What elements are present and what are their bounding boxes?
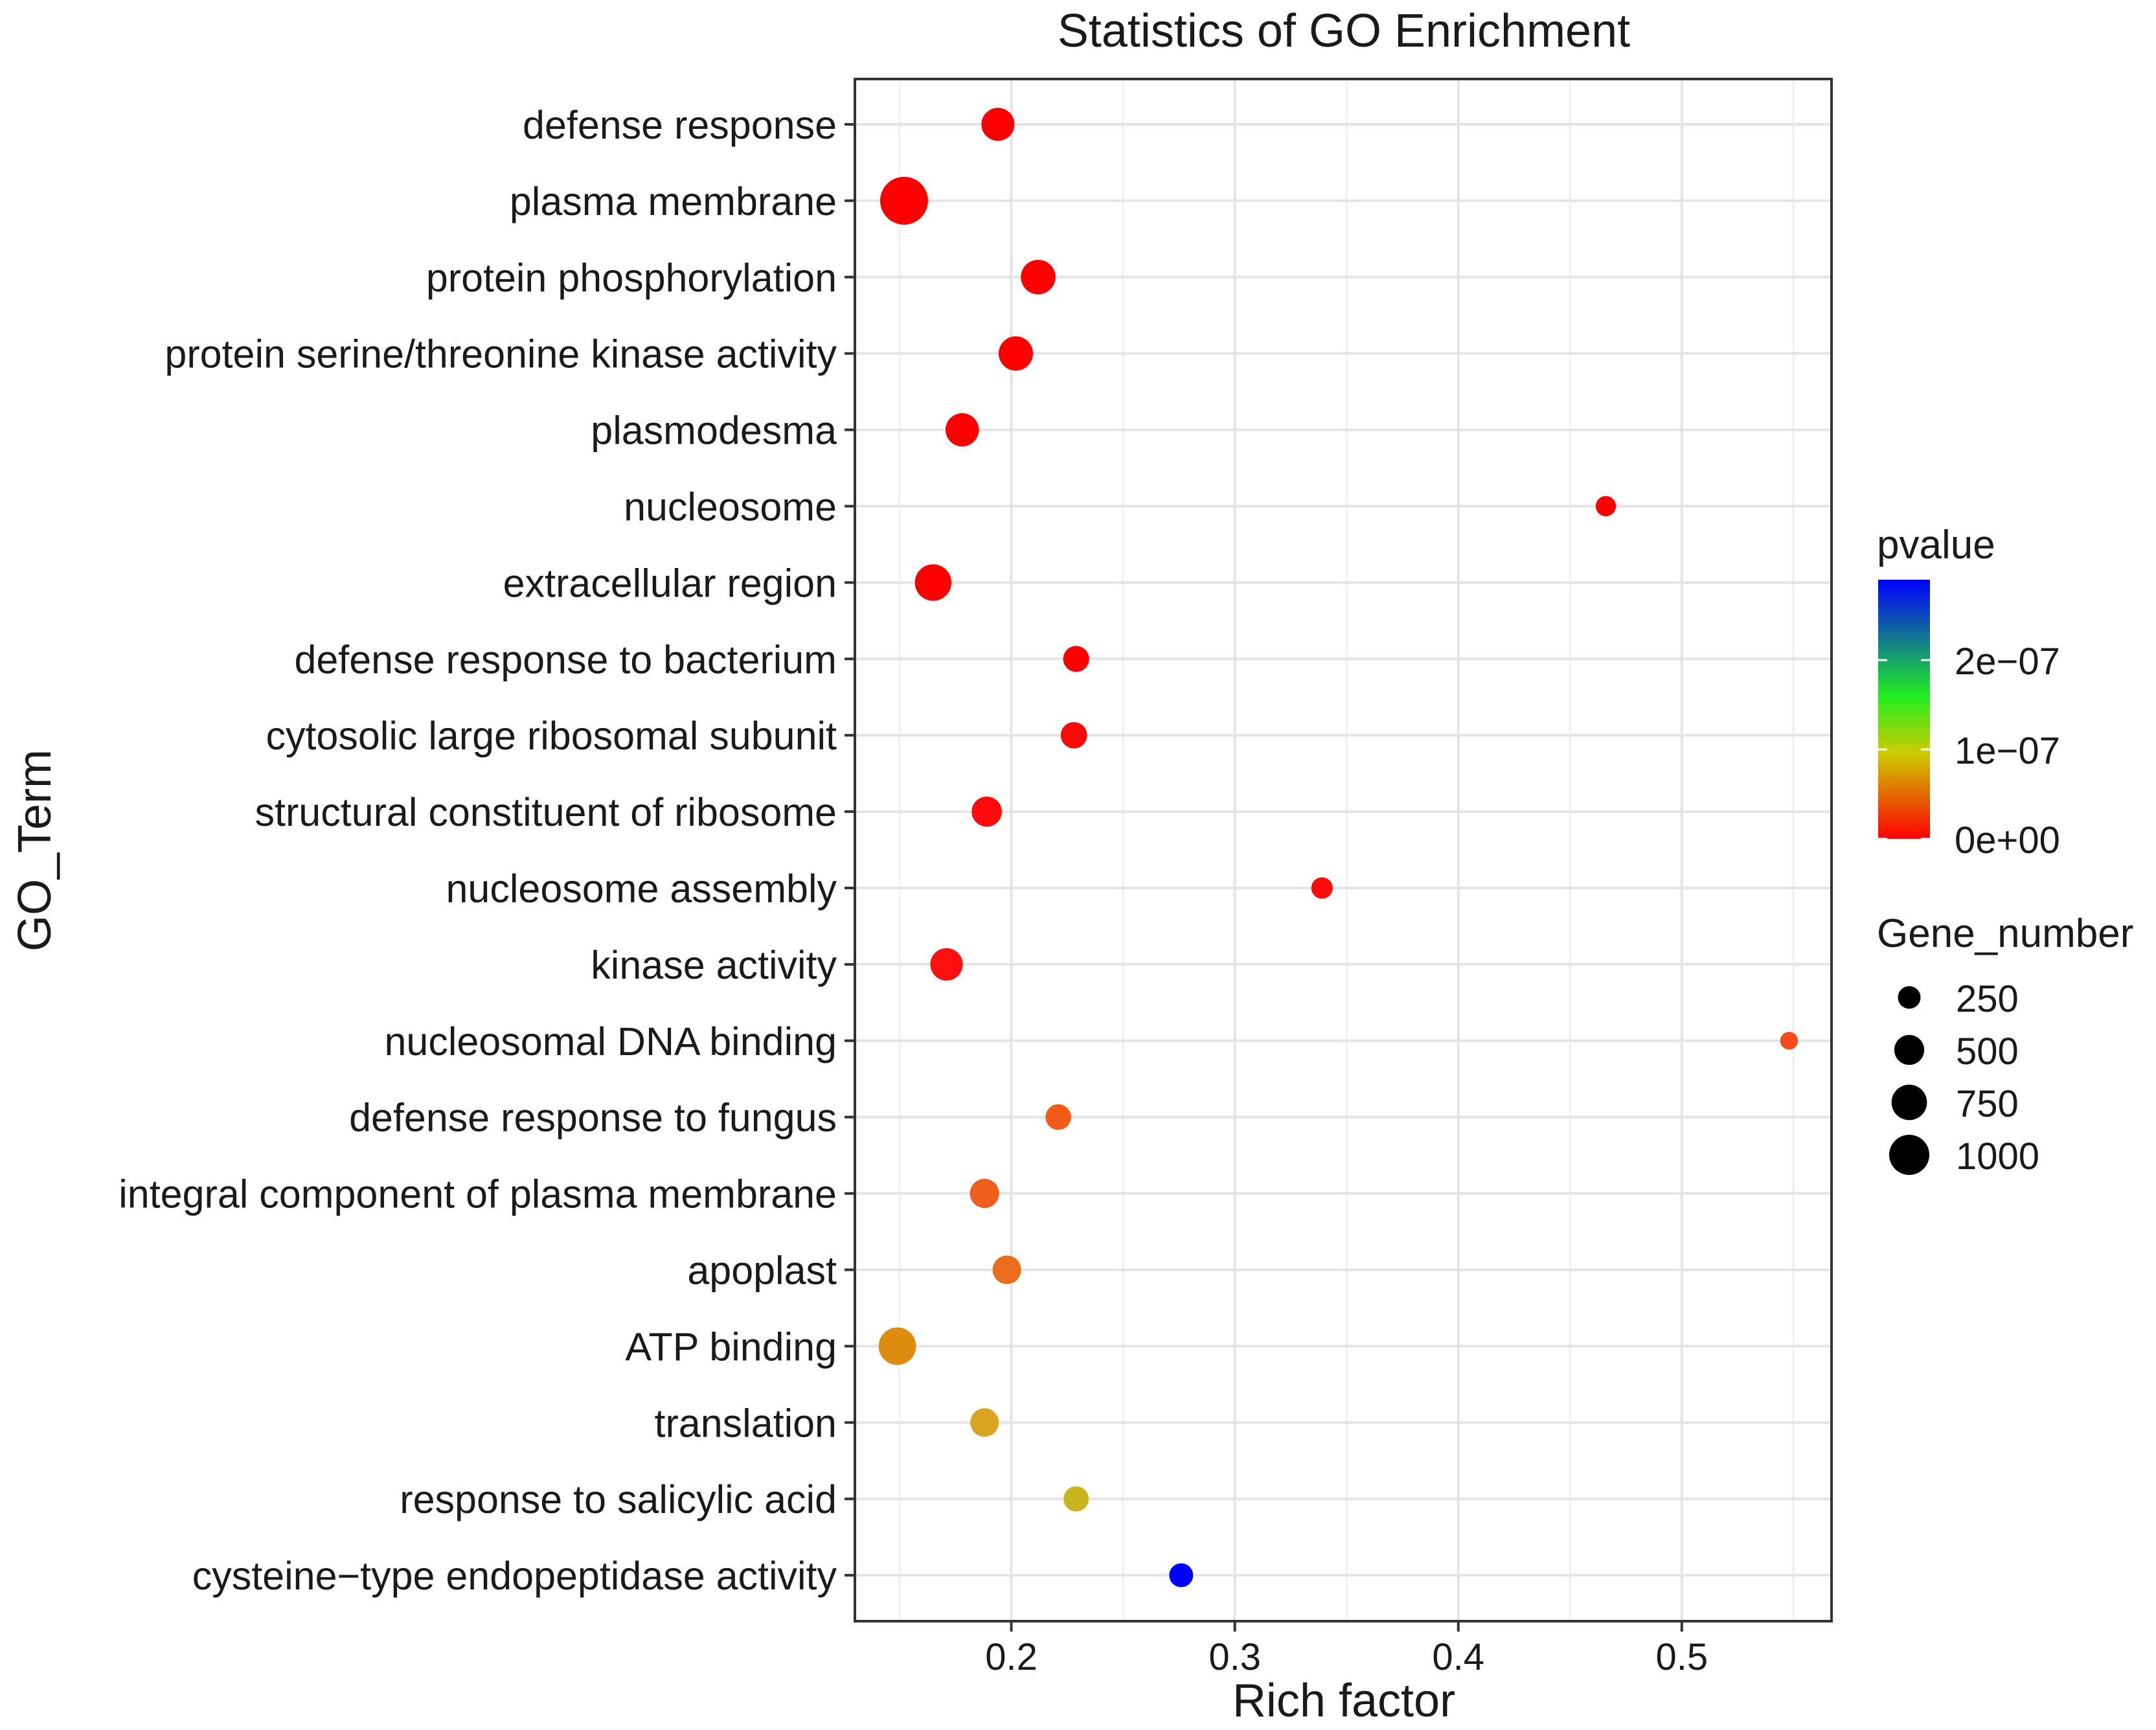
x-axis-title: Rich factor [1232,1675,1455,1727]
data-point [970,1408,999,1437]
pvalue-legend: pvalue 0e+00 1e−07 2e−07 [1877,523,2060,861]
y-tick-label: protein serine/threonine kinase activity [165,332,837,376]
pvalue-legend-title: pvalue [1877,523,1995,567]
data-point [1021,260,1056,295]
y-tick-label: defense response [523,103,837,147]
y-tick-label: protein phosphorylation [426,256,837,300]
y-tick-label: kinase activity [591,943,837,987]
y-tick-label: nucleosome assembly [446,867,837,911]
size-key-dot [1898,986,1921,1009]
y-tick-label: plasmodesma [591,409,837,453]
data-point [878,1327,916,1365]
data-point [1063,646,1089,672]
y-tick-label: response to salicylic acid [400,1477,837,1521]
data-point [998,336,1033,371]
y-tick-label: integral component of plasma membrane [119,1172,837,1216]
y-tick-label: apoplast [687,1249,837,1293]
data-point [992,1255,1021,1284]
data-point [1780,1032,1799,1050]
size-key-dot [1891,1084,1927,1121]
data-point [914,564,951,601]
y-tick-label: defense response to bacterium [294,637,837,681]
y-tick-label: cytosolic large ribosomal subunit [266,714,837,758]
size-key-dot [1889,1135,1929,1175]
x-tick-label: 0.4 [1432,1636,1484,1678]
data-point [981,108,1015,141]
data-point [1060,722,1087,749]
data-point [879,176,928,225]
gene-number-keys: 250 500 750 1000 [1889,978,2039,1178]
y-tick-label: extracellular region [503,561,837,605]
y-tick-label: nucleosome [624,485,837,529]
chart-title: Statistics of GO Enrichment [1058,5,1630,57]
data-point [945,413,979,447]
colorbar-tick-label: 1e−07 [1955,730,2060,772]
data-point [970,1179,999,1209]
points-layer [878,108,1799,1588]
size-key-label: 500 [1956,1030,2019,1073]
axes-layer: defense response plasma membrane protein p… [119,78,1833,1678]
data-point [930,948,963,981]
y-tick-label: structural constituent of ribosome [255,790,837,834]
data-point [1063,1486,1089,1512]
pvalue-colorbar-ticks: 0e+00 1e−07 2e−07 [1878,641,2060,861]
size-key-label: 1000 [1956,1135,2039,1178]
plot-panel [855,79,1832,1621]
size-key-label: 250 [1956,978,2019,1020]
size-key-dot [1894,1034,1925,1065]
data-point [971,796,1002,827]
colorbar-tick-label: 0e+00 [1955,819,2060,861]
data-point [1169,1563,1194,1588]
x-tick-label: 0.2 [985,1636,1038,1678]
grid-layer [855,79,1832,1621]
y-tick-label: plasma membrane [510,179,837,223]
y-tick-label: translation [655,1401,837,1445]
x-tick-label: 0.5 [1655,1636,1708,1678]
y-tick-label: defense response to fungus [349,1096,837,1140]
gene-number-legend-title: Gene_number [1877,911,2133,956]
pvalue-colorbar [1878,580,1930,839]
x-tick-label: 0.3 [1208,1636,1261,1678]
gene-number-legend: Gene_number 250 500 750 1000 [1877,911,2133,1178]
data-point [1045,1104,1071,1130]
data-point [1311,877,1333,899]
y-tick-label: nucleosomal DNA binding [384,1019,837,1064]
plot-border [854,78,1833,1622]
data-point [1595,495,1617,517]
y-axis-title: GO_Term [9,749,61,951]
plot-background [855,79,1832,1621]
colorbar-tick-label: 2e−07 [1955,641,2060,683]
y-tick-label: ATP binding [625,1325,837,1369]
y-tick-label: cysteine−type endopeptidase activity [192,1554,837,1598]
size-key-label: 750 [1956,1083,2019,1125]
